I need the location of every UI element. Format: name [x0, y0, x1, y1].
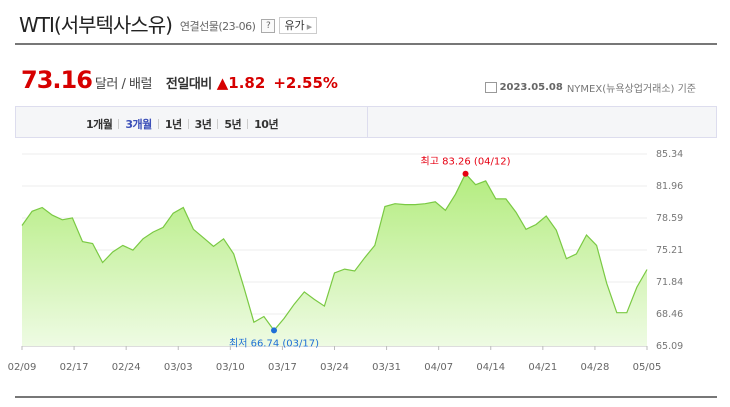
page-title: WTI(서부텍사스유)	[19, 13, 173, 37]
tab-separator	[247, 119, 249, 129]
x-tick-label: 03/31	[372, 362, 401, 373]
tab-separator	[187, 119, 189, 129]
dropdown-label: 유가	[284, 19, 305, 32]
category-dropdown[interactable]: 유가 ▶	[279, 17, 318, 34]
tab-separator	[217, 119, 219, 129]
contract-subtitle: 연결선물(23-06)	[179, 20, 256, 33]
price-unit: 달러 / 배럴	[94, 77, 153, 92]
tab-period-4[interactable]: 5년	[224, 118, 242, 131]
x-tick-label: 03/03	[164, 362, 193, 373]
price-area	[22, 173, 647, 346]
change-label: 전일대비	[165, 77, 212, 92]
x-tick-label: 04/21	[528, 362, 557, 373]
bottom-divider	[15, 396, 717, 398]
price-change: ▲1.82	[216, 74, 266, 92]
y-tick-label: 85.34	[656, 149, 683, 160]
x-tick-label: 02/24	[112, 362, 141, 373]
x-tick-label: 03/17	[268, 362, 297, 373]
y-tick-label: 68.46	[656, 309, 683, 320]
top-divider	[15, 43, 717, 45]
price-line	[21, 172, 648, 332]
x-tick-label: 04/14	[476, 362, 505, 373]
tab-period-5[interactable]: 10년	[254, 118, 279, 131]
period-tabs: 1개월 3개월 1년 3년 5년 10년	[86, 116, 279, 132]
tab-separator	[118, 119, 120, 129]
price-change-pct: +2.55%	[273, 74, 338, 92]
x-tick-label: 03/10	[216, 362, 245, 373]
tab-period-0[interactable]: 1개월	[86, 118, 113, 131]
x-tick-label: 04/07	[424, 362, 453, 373]
y-tick-label: 71.84	[656, 277, 683, 288]
help-button[interactable]: ?	[261, 19, 276, 33]
tab-period-1[interactable]: 3개월	[125, 118, 152, 131]
x-tick-label: 03/24	[320, 362, 349, 373]
high-label: 최고 83.26 (04/12)	[421, 156, 511, 168]
tab-period-3[interactable]: 3년	[194, 118, 212, 131]
tab-period-2[interactable]: 1년	[164, 118, 182, 131]
tab-bar-divider	[367, 107, 368, 137]
high-marker	[462, 170, 469, 177]
current-price: 73.16	[21, 66, 93, 94]
y-tick-label: 78.59	[656, 213, 683, 224]
tab-separator	[157, 119, 159, 129]
price-row: 73.16 달러 / 배럴 전일대비 ▲1.82 +2.55%	[21, 66, 338, 94]
period-tab-bar: 1개월 3개월 1년 3년 5년 10년	[15, 106, 717, 138]
chevron-right-icon: ▶	[306, 23, 313, 31]
y-tick-label: 65.09	[656, 341, 683, 352]
quote-source: NYMEX(뉴욕상업거래소) 기준	[566, 84, 696, 95]
y-tick-label: 81.96	[656, 181, 683, 192]
date-info: 2023.05.08 NYMEX(뉴욕상업거래소) 기준	[484, 80, 696, 95]
low-label: 최저 66.74 (03/17)	[229, 337, 319, 349]
quote-date: 2023.05.08	[499, 82, 563, 93]
low-marker	[271, 327, 278, 334]
x-tick-label: 02/09	[8, 362, 37, 373]
x-tick-label: 02/17	[60, 362, 89, 373]
y-tick-label: 75.21	[656, 245, 683, 256]
title-row: WTI(서부텍사스유) 연결선물(23-06) ? 유가 ▶	[19, 10, 318, 37]
calendar-icon	[484, 82, 497, 93]
x-tick-label: 05/05	[633, 362, 662, 373]
x-tick-label: 04/28	[581, 362, 610, 373]
